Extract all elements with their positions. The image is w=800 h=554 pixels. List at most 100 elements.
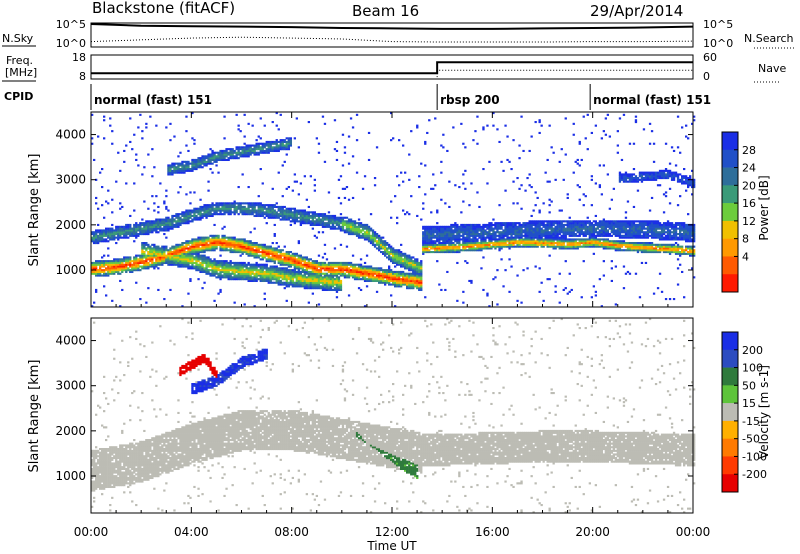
power-cell	[434, 249, 437, 252]
power-cell	[217, 213, 220, 216]
power-cell	[279, 211, 282, 214]
power-cell	[482, 128, 485, 131]
power-cell	[315, 272, 319, 275]
power-cell	[315, 236, 319, 239]
power-cell	[247, 252, 250, 255]
power-cell	[213, 211, 216, 214]
power-cell	[462, 229, 465, 232]
power-cell	[285, 252, 288, 255]
power-cell	[416, 265, 419, 268]
power-cell	[223, 236, 226, 239]
power-cell	[351, 231, 355, 234]
power-cell	[446, 225, 449, 228]
power-cell	[249, 263, 252, 266]
power-cell	[257, 272, 260, 275]
power-cell	[313, 220, 317, 223]
power-cell	[347, 276, 351, 279]
power-cell	[223, 213, 226, 216]
power-cell	[201, 158, 204, 162]
power-cell	[315, 281, 319, 284]
power-cell	[482, 231, 485, 234]
power-cell	[436, 233, 439, 236]
power-cell	[390, 139, 393, 142]
power-cell	[335, 274, 339, 277]
power-cell	[291, 207, 295, 210]
power-cell	[219, 202, 222, 205]
power-cell	[323, 122, 327, 125]
power-cell	[398, 279, 401, 283]
power-cell	[321, 272, 325, 275]
power-cell	[105, 294, 108, 297]
power-cell	[307, 301, 311, 304]
power-cell	[135, 236, 138, 239]
power-cell	[325, 269, 329, 272]
power-cell	[101, 256, 104, 259]
power-cell	[229, 202, 232, 205]
power-cell	[303, 278, 307, 281]
power-cell	[456, 299, 459, 302]
power-cell	[335, 285, 339, 288]
power-cell	[351, 267, 355, 270]
power-cell	[361, 187, 365, 190]
power-cell	[103, 229, 106, 232]
power-cell	[327, 287, 331, 290]
power-cell	[177, 261, 180, 265]
power-cell	[215, 243, 218, 246]
power-cell	[534, 222, 537, 225]
power-cell	[245, 144, 248, 147]
power-cell	[331, 270, 335, 274]
power-cell	[351, 126, 355, 129]
power-cell	[187, 166, 190, 169]
power-cell	[349, 225, 353, 228]
power-cell	[163, 220, 166, 223]
power-cell	[311, 265, 315, 268]
power-cell	[514, 236, 517, 239]
power-cell	[538, 231, 541, 234]
power-cell	[498, 249, 501, 252]
power-cell	[175, 169, 178, 172]
power-cell	[299, 278, 303, 281]
power-cell	[313, 283, 317, 286]
power-cell	[412, 261, 415, 265]
power-cell	[544, 223, 547, 227]
power-cell	[195, 249, 198, 252]
power-cell	[127, 229, 130, 232]
power-cell	[195, 162, 198, 165]
power-cell	[275, 249, 278, 252]
power-cell	[221, 238, 224, 241]
power-cell	[159, 223, 162, 227]
power-cell	[165, 216, 168, 219]
power-cell	[458, 242, 461, 245]
power-cell	[293, 213, 297, 216]
power-cell	[257, 204, 260, 207]
power-cell	[355, 225, 359, 228]
power-cell	[460, 229, 463, 232]
power-cell	[223, 242, 226, 245]
power-cell	[205, 245, 208, 248]
power-cell	[460, 231, 463, 234]
power-cell	[193, 261, 196, 265]
power-cell	[299, 211, 303, 214]
power-cell	[227, 272, 230, 275]
power-cell	[546, 238, 549, 241]
power-cell	[257, 144, 260, 147]
power-cell	[265, 142, 268, 145]
power-cell	[494, 231, 497, 234]
power-cell	[299, 220, 303, 223]
power-cell	[109, 267, 112, 270]
power-cell	[191, 164, 194, 167]
power-cell	[289, 263, 293, 266]
power-cell	[233, 238, 236, 241]
power-cell	[410, 283, 413, 286]
power-cell	[205, 260, 208, 263]
power-cell	[408, 213, 411, 216]
power-cell	[464, 240, 467, 243]
power-cell	[422, 233, 425, 236]
power-cell	[165, 227, 168, 230]
power-cell	[231, 278, 234, 281]
power-cell	[147, 229, 150, 232]
power-cell	[532, 220, 535, 223]
power-cell	[502, 233, 505, 236]
power-cell	[343, 231, 347, 234]
power-cell	[396, 260, 399, 263]
